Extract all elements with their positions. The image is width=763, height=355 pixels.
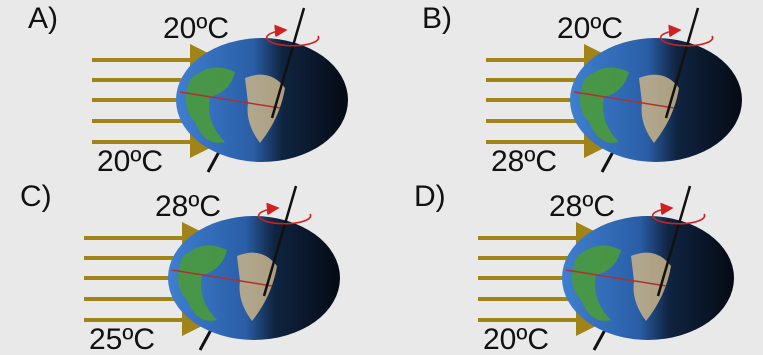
continent [237, 252, 277, 321]
panel: C) 28ºC 25ºC [20, 180, 340, 355]
equator [565, 269, 667, 287]
top-temperature: 20ºC [557, 12, 623, 45]
panel: D) 28ºC 20ºC [414, 180, 734, 355]
top-temperature: 20ºC [163, 12, 229, 45]
rotation-arrow [659, 24, 714, 47]
continent [245, 74, 285, 143]
panel: A) 20ºC 20ºC [28, 2, 348, 178]
rotation-arrow [265, 24, 320, 47]
rotation-arrow [651, 202, 706, 225]
top-temperature: 28ºC [549, 190, 615, 223]
equator [573, 91, 675, 109]
panel-label: B) [422, 2, 452, 35]
continent [178, 245, 227, 321]
axis [664, 7, 700, 119]
panel-label: C) [20, 180, 52, 213]
panel-label: A) [28, 2, 58, 35]
bottom-temperature: 20ºC [483, 323, 549, 355]
top-temperature: 28ºC [155, 190, 221, 223]
equator [179, 91, 281, 109]
bottom-temperature: 25ºC [89, 323, 155, 355]
continent [631, 252, 671, 321]
continent [639, 74, 679, 143]
panel: B) 20ºC 28ºC [422, 2, 742, 178]
axis [270, 7, 306, 119]
continent [572, 245, 621, 321]
continent [186, 67, 235, 143]
equator [171, 269, 273, 287]
bottom-temperature: 20ºC [97, 145, 163, 178]
panel-label: D) [414, 180, 446, 213]
continent [580, 67, 629, 143]
axis [656, 185, 692, 297]
axis [262, 185, 298, 297]
bottom-temperature: 28ºC [491, 145, 557, 178]
rotation-arrow [257, 202, 312, 225]
